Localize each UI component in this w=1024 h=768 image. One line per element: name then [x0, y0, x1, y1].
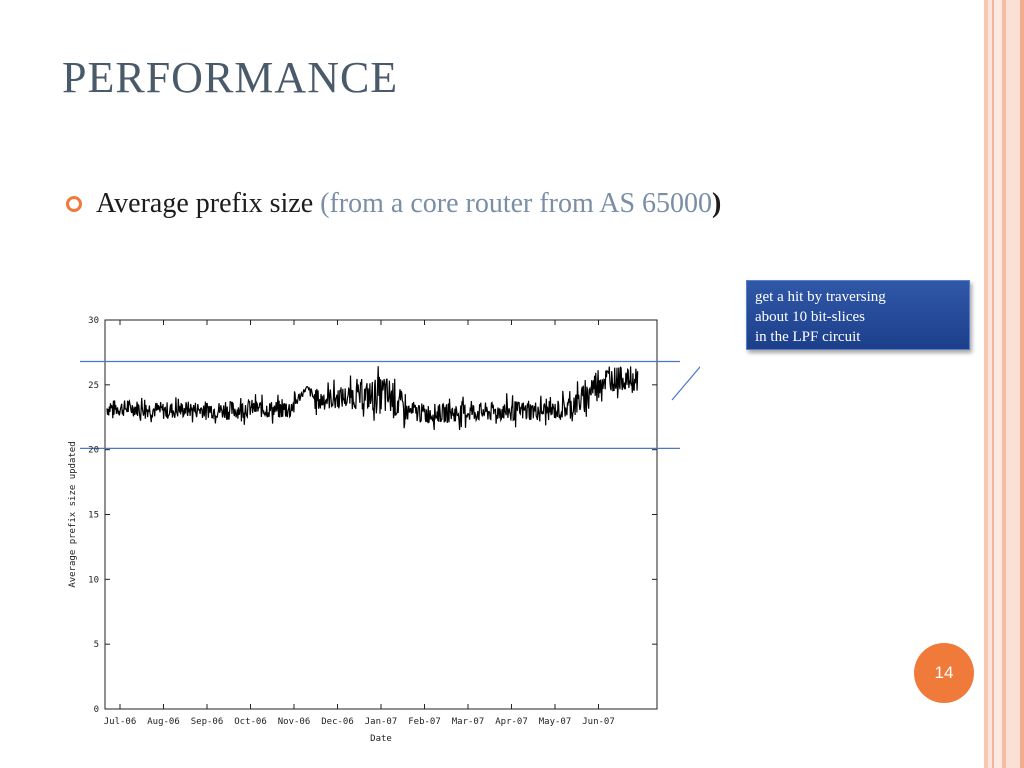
y-tick-label: 30	[88, 316, 99, 326]
bullet-close-paren: )	[712, 188, 722, 219]
y-tick-label: 10	[88, 575, 99, 585]
prefix-size-chart: 0 5 10 15 20 25 30 Jul-06 Aug-06 Sep-06 Oct-06 Nov-…	[68, 316, 700, 744]
y-tick-label: 25	[88, 381, 99, 391]
x-tick-label: Feb-07	[408, 717, 441, 727]
callout-arrow	[671, 366, 700, 401]
x-tick-label: Jun-07	[582, 717, 615, 727]
y-tick-label: 20	[88, 446, 99, 456]
decorative-right-border	[980, 0, 1024, 768]
callout-line-1: get a hit by traversing	[755, 289, 886, 305]
plot-frame	[104, 319, 658, 710]
x-tick-label: Jan-07	[365, 717, 398, 727]
annotation-callout: get a hit by traversing about 10 bit-sli…	[746, 280, 970, 350]
x-axis-title: Date	[370, 734, 392, 744]
callout-line-3: in the LPF circuit	[755, 329, 861, 345]
callout-line-2: about 10 bit-slices	[755, 309, 865, 325]
y-axis-title: Average prefix size updated	[68, 441, 78, 587]
x-tick-label: Mar-07	[452, 717, 485, 727]
x-tick-label: Sep-06	[191, 717, 224, 727]
y-tick-label: 15	[88, 511, 99, 521]
series-line	[106, 366, 639, 431]
slide-title: PERFORMANCE	[62, 53, 399, 102]
bullet-paren-text: (from a core router from AS 65000	[320, 188, 713, 219]
x-tick-label: Nov-06	[278, 717, 311, 727]
bullet-circle-icon	[66, 196, 82, 212]
x-tick-label: May-07	[539, 717, 572, 727]
x-tick-label: Oct-06	[234, 717, 267, 727]
x-tick-label: Dec-06	[321, 717, 354, 727]
bullet-text: Average prefix size	[96, 188, 314, 219]
x-tick-label: Apr-07	[495, 717, 528, 727]
y-tick-label: 5	[94, 640, 99, 650]
page-number-badge: 14	[914, 643, 974, 703]
x-tick-label: Jul-06	[104, 717, 137, 727]
x-tick-label: Aug-06	[147, 717, 180, 727]
bullet-point: Average prefix size (from a core router …	[66, 188, 721, 220]
y-tick-label: 0	[94, 705, 99, 715]
